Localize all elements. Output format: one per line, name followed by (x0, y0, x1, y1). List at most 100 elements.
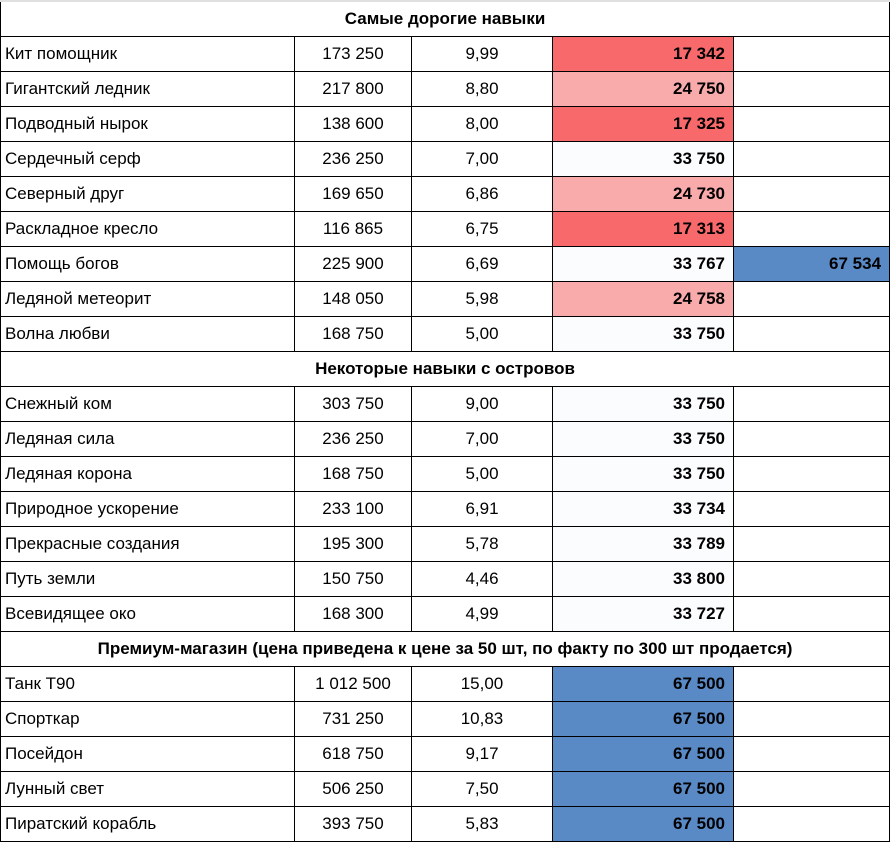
cell-extra[interactable] (732, 210, 891, 247)
cell-price[interactable]: 618 750 (294, 735, 412, 772)
cell-skill-name[interactable]: Ледяной метеорит (0, 280, 295, 317)
cell-ratio[interactable]: 8,80 (411, 70, 553, 107)
cell-extra[interactable] (732, 420, 891, 457)
cell-ratio[interactable]: 15,00 (411, 665, 553, 702)
cell-price[interactable]: 217 800 (294, 70, 412, 107)
cell-cost[interactable]: 17 342 (552, 35, 734, 72)
cell-cost[interactable]: 67 500 (552, 700, 734, 737)
cell-cost[interactable]: 33 767 (552, 245, 734, 282)
cell-ratio[interactable]: 5,00 (411, 455, 553, 492)
cell-cost[interactable]: 33 789 (552, 525, 734, 562)
cell-price[interactable]: 393 750 (294, 805, 412, 842)
cell-cost[interactable]: 33 734 (552, 490, 734, 527)
cell-cost[interactable]: 33 750 (552, 140, 734, 177)
section-title[interactable]: Самые дорогие навыки (0, 0, 891, 37)
cell-skill-name[interactable]: Северный друг (0, 175, 295, 212)
cell-extra[interactable] (732, 140, 891, 177)
cell-ratio[interactable]: 10,83 (411, 700, 553, 737)
cell-price[interactable]: 138 600 (294, 105, 412, 142)
cell-ratio[interactable]: 9,00 (411, 385, 553, 422)
cell-price[interactable]: 150 750 (294, 560, 412, 597)
cell-cost[interactable]: 33 750 (552, 315, 734, 352)
cell-skill-name[interactable]: Раскладное кресло (0, 210, 295, 247)
cell-cost[interactable]: 67 500 (552, 805, 734, 842)
cell-extra[interactable] (732, 525, 891, 562)
cell-extra[interactable] (732, 560, 891, 597)
cell-skill-name[interactable]: Ледяная корона (0, 455, 295, 492)
cell-price[interactable]: 1 012 500 (294, 665, 412, 702)
cell-skill-name[interactable]: Прекрасные создания (0, 525, 295, 562)
cell-ratio[interactable]: 9,17 (411, 735, 553, 772)
cell-extra[interactable] (732, 770, 891, 807)
cell-skill-name[interactable]: Гигантский ледник (0, 70, 295, 107)
cell-extra[interactable] (732, 35, 891, 72)
cell-price[interactable]: 225 900 (294, 245, 412, 282)
cell-price[interactable]: 236 250 (294, 420, 412, 457)
cell-cost[interactable]: 33 750 (552, 455, 734, 492)
cell-extra[interactable] (732, 175, 891, 212)
cell-skill-name[interactable]: Снежный ком (0, 385, 295, 422)
cell-extra[interactable] (732, 490, 891, 527)
cell-ratio[interactable]: 4,46 (411, 560, 553, 597)
cell-extra[interactable] (732, 700, 891, 737)
cell-cost[interactable]: 17 325 (552, 105, 734, 142)
cell-skill-name[interactable]: Посейдон (0, 735, 295, 772)
cell-cost[interactable]: 33 750 (552, 420, 734, 457)
cell-price[interactable]: 303 750 (294, 385, 412, 422)
cell-price[interactable]: 168 750 (294, 455, 412, 492)
cell-cost[interactable]: 17 313 (552, 210, 734, 247)
cell-price[interactable]: 731 250 (294, 700, 412, 737)
cell-ratio[interactable]: 5,00 (411, 315, 553, 352)
cell-cost[interactable]: 33 727 (552, 595, 734, 632)
cell-price[interactable]: 116 865 (294, 210, 412, 247)
cell-price[interactable]: 195 300 (294, 525, 412, 562)
section-title[interactable]: Некоторые навыки с островов (0, 350, 891, 387)
cell-skill-name[interactable]: Всевидящее око (0, 595, 295, 632)
cell-skill-name[interactable]: Сердечный серф (0, 140, 295, 177)
cell-ratio[interactable]: 6,69 (411, 245, 553, 282)
cell-ratio[interactable]: 9,99 (411, 35, 553, 72)
cell-ratio[interactable]: 7,50 (411, 770, 553, 807)
cell-skill-name[interactable]: Пиратский корабль (0, 805, 295, 842)
cell-price[interactable]: 173 250 (294, 35, 412, 72)
cell-skill-name[interactable]: Лунный свет (0, 770, 295, 807)
cell-cost[interactable]: 67 500 (552, 735, 734, 772)
cell-skill-name[interactable]: Танк Т90 (0, 665, 295, 702)
cell-ratio[interactable]: 6,75 (411, 210, 553, 247)
cell-extra[interactable] (732, 735, 891, 772)
cell-ratio[interactable]: 5,83 (411, 805, 553, 842)
cell-ratio[interactable]: 6,91 (411, 490, 553, 527)
cell-price[interactable]: 506 250 (294, 770, 412, 807)
cell-skill-name[interactable]: Подводный нырок (0, 105, 295, 142)
cell-extra[interactable] (732, 455, 891, 492)
cell-ratio[interactable]: 7,00 (411, 140, 553, 177)
cell-skill-name[interactable]: Спорткар (0, 700, 295, 737)
cell-price[interactable]: 168 750 (294, 315, 412, 352)
cell-cost[interactable]: 33 800 (552, 560, 734, 597)
cell-cost[interactable]: 24 758 (552, 280, 734, 317)
cell-price[interactable]: 233 100 (294, 490, 412, 527)
cell-ratio[interactable]: 4,99 (411, 595, 553, 632)
cell-extra[interactable] (732, 280, 891, 317)
cell-skill-name[interactable]: Кит помощник (0, 35, 295, 72)
cell-price[interactable]: 168 300 (294, 595, 412, 632)
cell-extra[interactable]: 67 534 (732, 245, 891, 282)
cell-skill-name[interactable]: Помощь богов (0, 245, 295, 282)
cell-cost[interactable]: 67 500 (552, 770, 734, 807)
cell-cost[interactable]: 33 750 (552, 385, 734, 422)
cell-ratio[interactable]: 5,78 (411, 525, 553, 562)
cell-ratio[interactable]: 7,00 (411, 420, 553, 457)
cell-ratio[interactable]: 6,86 (411, 175, 553, 212)
cell-extra[interactable] (732, 70, 891, 107)
cell-ratio[interactable]: 5,98 (411, 280, 553, 317)
cell-extra[interactable] (732, 105, 891, 142)
cell-extra[interactable] (732, 805, 891, 842)
cell-cost[interactable]: 67 500 (552, 665, 734, 702)
section-title[interactable]: Премиум-магазин (цена приведена к цене з… (0, 630, 891, 667)
cell-extra[interactable] (732, 665, 891, 702)
cell-extra[interactable] (732, 595, 891, 632)
cell-extra[interactable] (732, 385, 891, 422)
cell-cost[interactable]: 24 730 (552, 175, 734, 212)
cell-price[interactable]: 169 650 (294, 175, 412, 212)
cell-skill-name[interactable]: Путь земли (0, 560, 295, 597)
